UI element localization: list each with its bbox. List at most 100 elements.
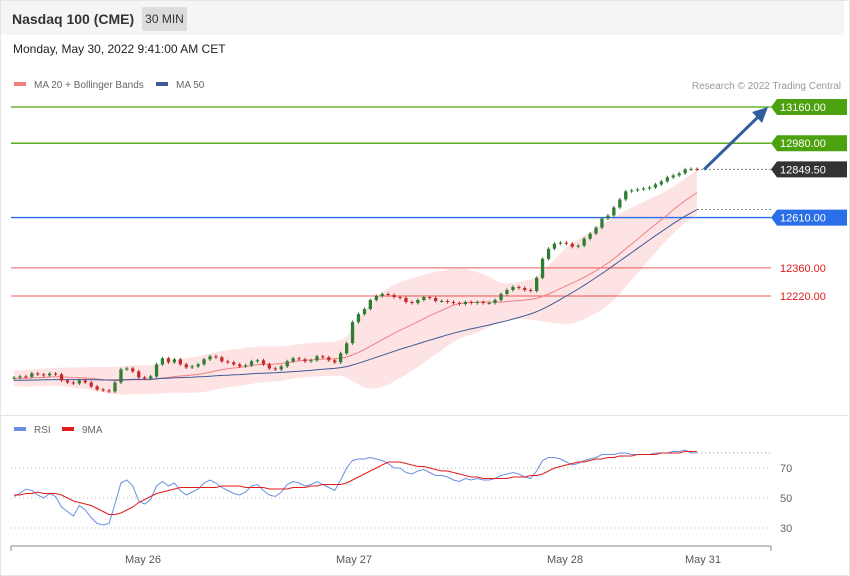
rsi-tick-70: 70 [780, 463, 792, 475]
x-tick-label: May 27 [336, 554, 372, 566]
candle-body [553, 244, 556, 249]
candle-body [167, 358, 170, 362]
candle-body [36, 373, 39, 374]
level-label-support-1: 12360.00 [780, 263, 826, 275]
candle-body [452, 302, 455, 303]
level-label-resistance-2: 13160.00 [780, 102, 826, 114]
candle-body [547, 249, 550, 259]
rsi-ma-line [14, 452, 697, 515]
candle-body [244, 365, 247, 366]
candle-body [42, 374, 45, 375]
candle-body [238, 364, 241, 366]
candle-body [274, 368, 277, 369]
candle-body [505, 290, 508, 294]
candle-body [678, 173, 681, 175]
bollinger-band [14, 170, 697, 394]
candle-body [470, 302, 473, 303]
candle-body [179, 359, 182, 364]
candle-body [369, 300, 372, 309]
candle-body [60, 374, 63, 380]
candle-body [606, 216, 609, 219]
candle-body [280, 366, 283, 369]
candle-body [315, 356, 318, 360]
candle-body [220, 357, 223, 361]
candle-body [149, 376, 152, 378]
candle-body [333, 360, 336, 362]
candle-body [482, 302, 485, 303]
candle-body [434, 298, 437, 301]
candle-body [464, 302, 467, 304]
candle-body [404, 298, 407, 302]
candle-body [672, 175, 675, 177]
candle-body [446, 301, 449, 302]
candle-body [119, 369, 122, 382]
candle-body [345, 343, 348, 353]
candle-body [517, 287, 520, 288]
candle-body [155, 364, 158, 376]
candle-body [410, 302, 413, 303]
candle-body [143, 377, 146, 378]
rsi-tick-30: 30 [780, 523, 792, 535]
candle-body [398, 297, 401, 298]
candle-body [648, 187, 651, 188]
candle-body [689, 169, 692, 170]
candle-body [327, 357, 330, 360]
candle-body [654, 184, 657, 187]
candle-body [488, 303, 491, 304]
candle-body [695, 169, 698, 170]
candle-body [660, 181, 663, 184]
candle-body [541, 259, 544, 278]
candle-body [48, 374, 51, 376]
candle-body [232, 362, 235, 364]
candle-body [612, 208, 615, 216]
candle-body [618, 200, 621, 208]
candle-body [113, 383, 116, 392]
candle-body [381, 294, 384, 296]
candle-body [642, 188, 645, 189]
candle-body [30, 373, 33, 376]
candle-body [523, 288, 526, 290]
candle-body [309, 360, 312, 361]
candle-body [499, 294, 502, 300]
x-tick-label: May 26 [125, 554, 161, 566]
candle-body [493, 300, 496, 303]
candle-body [78, 380, 81, 383]
candle-body [476, 302, 479, 303]
candle-body [666, 177, 669, 181]
candle-body [339, 353, 342, 362]
candle-body [292, 358, 295, 361]
candle-body [202, 359, 205, 364]
candle-body [684, 169, 687, 173]
candle-body [624, 191, 627, 199]
candle-body [125, 368, 128, 369]
candle-body [54, 374, 57, 375]
candle-body [511, 287, 514, 290]
level-label-support-2: 12220.00 [780, 291, 826, 303]
rsi-tick-50: 50 [780, 493, 792, 505]
candle-body [559, 243, 562, 244]
candle-body [84, 380, 87, 382]
candle-body [72, 383, 75, 384]
candle-body [102, 390, 105, 391]
candle-body [250, 361, 253, 365]
x-tick-label: May 31 [685, 554, 721, 566]
candle-body [214, 356, 217, 357]
candle-body [357, 314, 360, 322]
candle-body [583, 239, 586, 246]
candle-body [363, 309, 366, 314]
x-tick-label: May 28 [547, 554, 583, 566]
candle-body [577, 246, 580, 247]
candle-body [173, 359, 176, 362]
candle-body [131, 368, 134, 371]
candle-body [565, 243, 568, 244]
candle-body [571, 244, 574, 247]
candle-body [185, 364, 188, 367]
candle-body [535, 278, 538, 291]
candle-body [256, 360, 259, 361]
candle-body [262, 360, 265, 364]
candle-body [107, 391, 110, 392]
candle-body [161, 358, 164, 364]
candle-body [387, 294, 390, 295]
candle-body [600, 219, 603, 228]
